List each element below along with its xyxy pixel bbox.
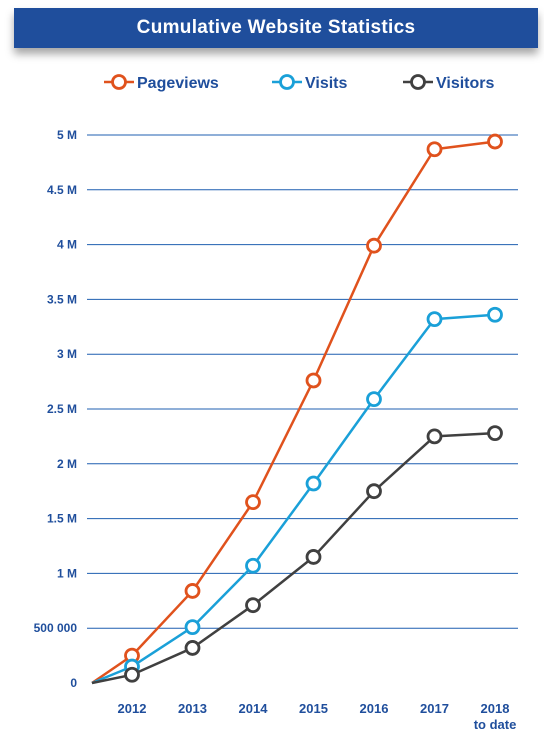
data-point-visits xyxy=(305,475,322,492)
y-tick-label: 2.5 M xyxy=(47,402,77,416)
y-tick-label: 5 M xyxy=(57,128,77,142)
series-line-visitors xyxy=(91,431,496,685)
data-point-pageviews xyxy=(487,133,503,150)
data-point-pageviews xyxy=(305,372,322,389)
data-point-visitors xyxy=(366,483,382,500)
legend: Pageviews Visits Visitors xyxy=(104,74,495,92)
data-point-pageviews xyxy=(366,237,382,254)
data-point-visitors xyxy=(487,425,503,442)
y-tick-label: 0 xyxy=(70,676,77,690)
legend-marker-visits xyxy=(279,74,295,90)
y-tick-label: 2 M xyxy=(57,457,77,471)
y-tick-label: 4 M xyxy=(57,238,77,252)
x-tick-label: 2013 xyxy=(178,701,207,716)
data-point-visitors xyxy=(184,640,201,656)
legend-label-visitors: Visitors xyxy=(436,75,495,92)
y-tick-label: 3.5 M xyxy=(47,292,77,306)
legend-marker-pageviews xyxy=(111,74,127,90)
x-tick-label: 2014 xyxy=(239,701,269,716)
data-point-visits xyxy=(366,391,382,408)
data-point-visits xyxy=(426,311,443,328)
data-point-pageviews xyxy=(426,141,443,158)
data-point-visits xyxy=(245,557,261,574)
data-point-visits xyxy=(184,619,201,636)
series-line-visits xyxy=(91,313,496,685)
y-tick-label: 1 M xyxy=(57,566,77,580)
x-tick-label: to date xyxy=(474,717,517,732)
y-tick-label: 1.5 M xyxy=(47,512,77,526)
x-tick-label: 2016 xyxy=(360,701,389,716)
y-tick-label: 4.5 M xyxy=(47,183,77,197)
series-line-pageviews xyxy=(91,140,496,685)
legend-label-pageviews: Pageviews xyxy=(137,75,219,92)
y-tick-label: 3 M xyxy=(57,347,77,361)
y-tick-label: 500 000 xyxy=(34,621,78,635)
y-axis-ticks: 0 500 000 1 M 1.5 M 2 M 2.5 M 3 M 3.5 M 4 M 4.5 M… xyxy=(34,128,78,690)
data-point-visitors xyxy=(245,597,261,614)
gridlines xyxy=(87,134,518,629)
data-point-visitors xyxy=(305,549,322,565)
data-point-visitors xyxy=(124,666,140,683)
chart-title: Cumulative Website Statistics xyxy=(14,8,538,48)
x-tick-label: 2015 xyxy=(299,701,328,716)
legend-marker-visitors xyxy=(410,74,426,90)
data-point-visitors xyxy=(426,428,443,445)
x-tick-label: 2018 xyxy=(481,701,510,716)
data-point-pageviews xyxy=(184,583,201,599)
x-tick-label: 2012 xyxy=(118,701,147,716)
series-lines xyxy=(91,133,503,685)
x-tick-label: 2017 xyxy=(420,701,449,716)
legend-label-visits: Visits xyxy=(305,75,348,92)
data-point-visits xyxy=(487,306,503,323)
data-point-pageviews xyxy=(245,494,261,511)
